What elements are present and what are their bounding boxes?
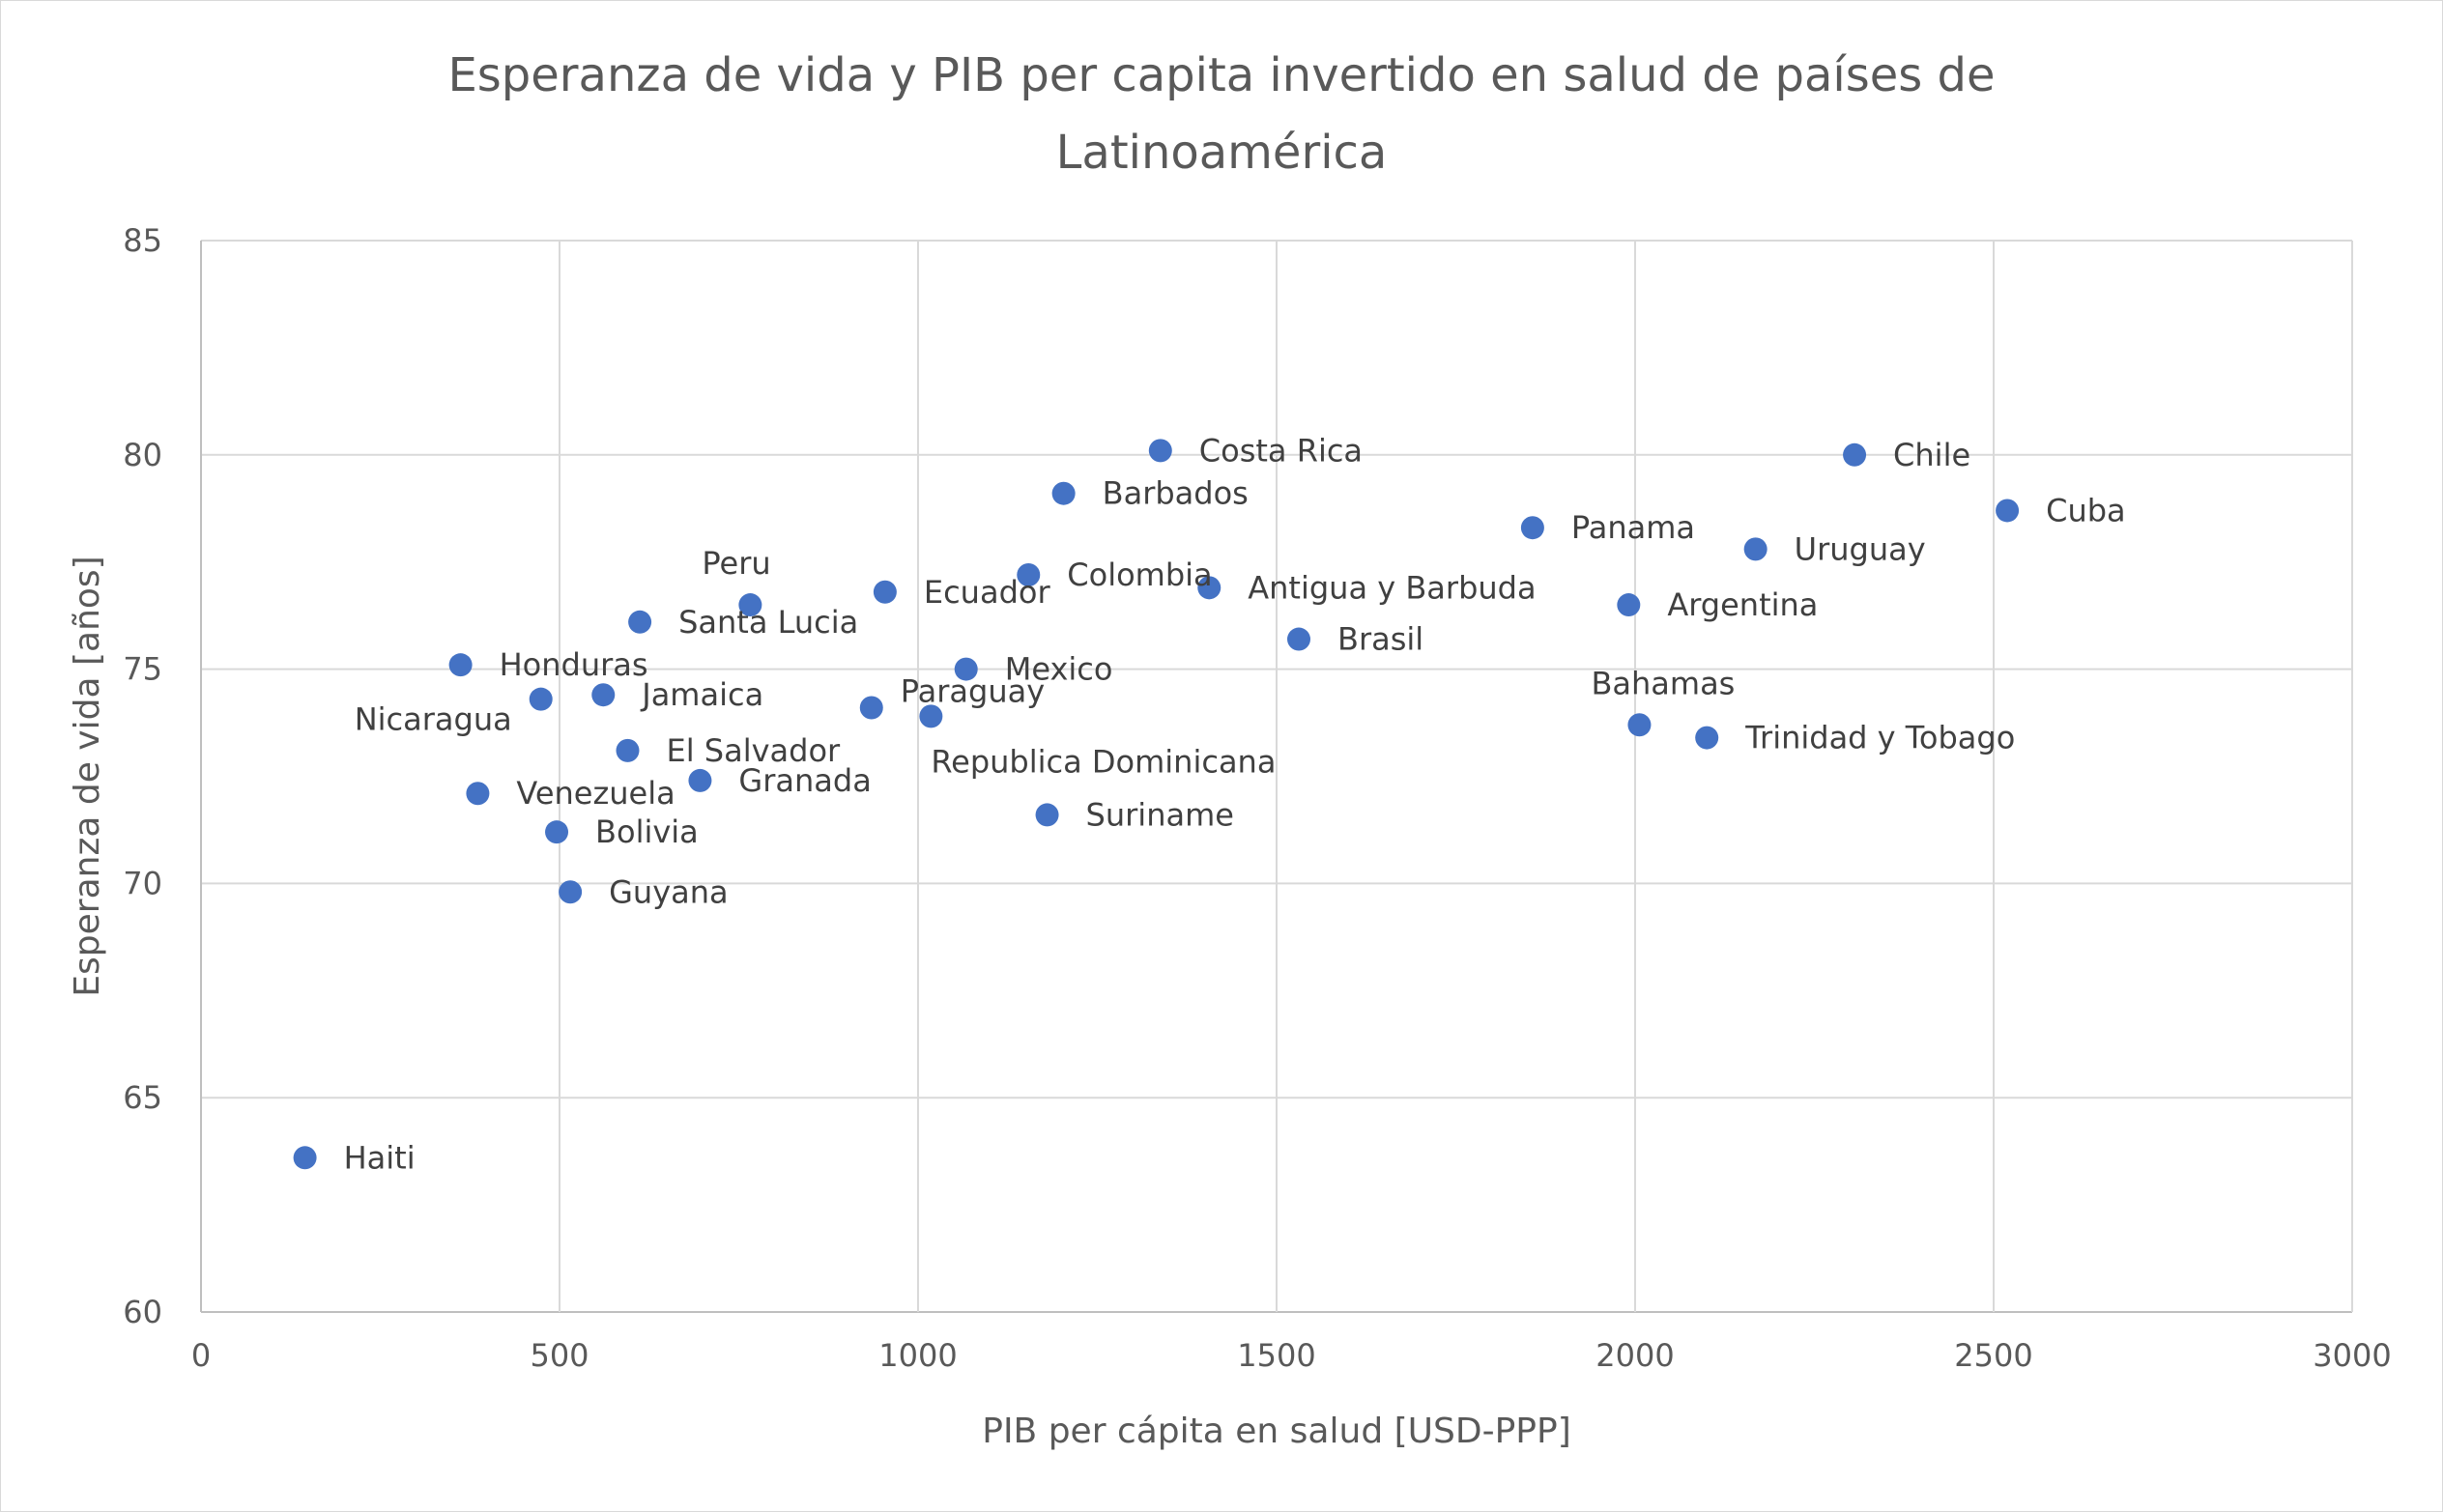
- data-label: Panama: [1571, 509, 1695, 546]
- data-point: [1017, 563, 1041, 587]
- data-point: [954, 657, 978, 681]
- data-label: Suriname: [1086, 796, 1234, 833]
- data-label: Bahamas: [1591, 665, 1735, 701]
- x-tick-label: 1000: [878, 1337, 957, 1374]
- data-label: Mexico: [1005, 651, 1113, 688]
- data-label: Costa Rica: [1199, 432, 1363, 469]
- x-tick-label: 3000: [2313, 1337, 2391, 1374]
- y-tick-label: 70: [123, 865, 162, 901]
- data-label: Granada: [738, 762, 871, 799]
- data-label: Ecuador: [924, 574, 1051, 611]
- data-label: Jamaica: [640, 676, 763, 713]
- data-label: Barbados: [1103, 475, 1249, 512]
- data-label: Argentina: [1667, 586, 1818, 623]
- data-point: [529, 687, 553, 711]
- data-point: [448, 653, 473, 677]
- y-tick-label: 85: [123, 222, 162, 259]
- data-point: [738, 593, 762, 617]
- x-tick-label: 2000: [1595, 1337, 1674, 1374]
- y-tick-label: 75: [123, 651, 162, 688]
- data-label: Nicaragua: [355, 701, 512, 738]
- data-point: [545, 820, 569, 844]
- data-point: [1287, 627, 1311, 651]
- data-label: El Salvador: [666, 732, 841, 769]
- data-label: Republica Dominicana: [931, 743, 1276, 780]
- data-point: [293, 1146, 317, 1170]
- data-point: [873, 580, 897, 604]
- data-point: [688, 768, 712, 792]
- x-tick-label: 500: [530, 1337, 589, 1374]
- chart-title-line-1: Esperanza de vida y PIB per capita inver…: [447, 48, 1996, 102]
- data-point: [1843, 442, 1867, 467]
- data-point: [1743, 537, 1768, 561]
- data-point: [1627, 713, 1652, 737]
- x-tick-label: 0: [191, 1337, 211, 1374]
- x-axis-title: PIB per cápita en salud [USD-PPP]: [982, 1412, 1571, 1451]
- y-tick-label: 60: [123, 1294, 162, 1330]
- tick-labels: 60 65 70 75 80 85 0 500 1000 1500 2000 2500 3000: [123, 222, 2391, 1374]
- data-point: [1520, 516, 1544, 540]
- data-point: [1197, 576, 1222, 600]
- y-tick-label: 65: [123, 1079, 162, 1116]
- data-label: Brasil: [1337, 621, 1423, 658]
- data-point: [616, 738, 640, 762]
- y-tick-label: 80: [123, 437, 162, 473]
- data-point: [466, 782, 490, 806]
- chart-title: Esperanza de vida y PIB per capita inver…: [0, 37, 2443, 191]
- data-label: Bolivia: [595, 813, 699, 850]
- chart-title-line-2: Latinoamérica: [1055, 126, 1388, 180]
- data-point: [1996, 499, 2020, 523]
- gridlines: [200, 240, 2353, 1313]
- data-point: [1695, 726, 1719, 750]
- data-label: Paraguay: [901, 673, 1045, 710]
- data-point: [1051, 481, 1076, 505]
- x-tick-label: 2500: [1954, 1337, 2032, 1374]
- data-label: Peru: [702, 545, 770, 582]
- data-label: Trinidad y Tobago: [1744, 720, 2015, 756]
- data-label: Chile: [1893, 437, 1970, 473]
- y-axis-title: Esperanza de vida [años]: [68, 556, 107, 996]
- data-point: [591, 683, 616, 707]
- data-point: [559, 880, 583, 904]
- data-point: [1035, 803, 1059, 827]
- data-label: Venezuela: [516, 775, 675, 812]
- data-point: [1617, 593, 1641, 617]
- data-point: [628, 610, 652, 634]
- data-label: Honduras: [500, 646, 648, 683]
- x-tick-label: 1500: [1237, 1337, 1315, 1374]
- data-label: Antigua y Barbuda: [1248, 569, 1536, 606]
- data-point: [859, 696, 883, 720]
- data-label: Uruguay: [1795, 530, 1926, 567]
- data-label: Santa Lucia: [678, 604, 858, 641]
- data-label: Cuba: [2046, 492, 2126, 528]
- data-points: [293, 439, 2020, 1170]
- data-label: Colombia: [1067, 556, 1212, 593]
- data-label: Haiti: [344, 1139, 416, 1176]
- data-point: [919, 704, 943, 728]
- data-point: [1148, 439, 1172, 463]
- data-label: Guyana: [609, 873, 729, 910]
